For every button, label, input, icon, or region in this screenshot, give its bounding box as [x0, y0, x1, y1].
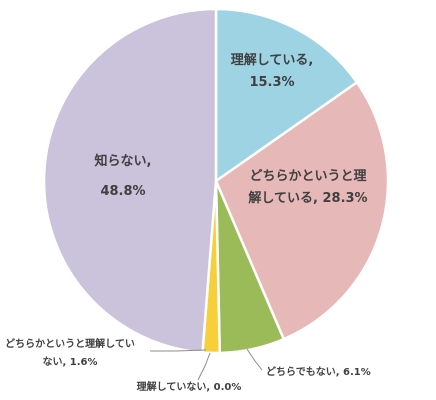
slice-2-label-line-2: 解している, 28.3% [247, 190, 367, 206]
slice-2-label-line-1: どちらかというと理 [249, 169, 366, 184]
slice-1 [214, 7, 359, 183]
slice-labels: 理解している, 15.3% どちらかというと理解している, 28.3% どちらでもない… [5, 52, 371, 393]
slice-4-leader-line [197, 352, 211, 381]
slice-3-leader-line [246, 348, 263, 371]
slice-5-label-line-2: ない, 1.6% [42, 356, 97, 368]
slice-3-label-line-1: どちらでもない, 6.1% [266, 365, 371, 378]
leader-lines [150, 348, 263, 381]
slice-3-label: どちらでもない, 6.1% [266, 365, 371, 378]
slice-5-label: どちらかというと理解していない, 1.6% [5, 337, 135, 368]
slice-4-label-line-1: 理解していない, 0.0% [137, 380, 242, 393]
slices-layer [42, 7, 390, 355]
slice-6-label-line-2: 48.8% [100, 184, 145, 199]
slice-1-label-line-2: 15.3% [249, 75, 294, 90]
slice-2-label: どちらかというと理解している, 28.3% [247, 169, 367, 206]
slice-4-label: 理解していない, 0.0% [137, 380, 242, 393]
slice-1-label-line-1: 理解している, [231, 52, 314, 68]
slice-2 [214, 81, 390, 341]
slice-6 [42, 7, 218, 354]
slice-5-leader-line [150, 349, 207, 352]
slice-1-label: 理解している, 15.3% [231, 52, 314, 90]
slice-5-label-line-1: どちらかというと理解してい [5, 337, 135, 350]
slice-6-label-line-1: 知らない, [95, 153, 152, 169]
slice-6-label: 知らない, 48.8% [95, 153, 152, 199]
